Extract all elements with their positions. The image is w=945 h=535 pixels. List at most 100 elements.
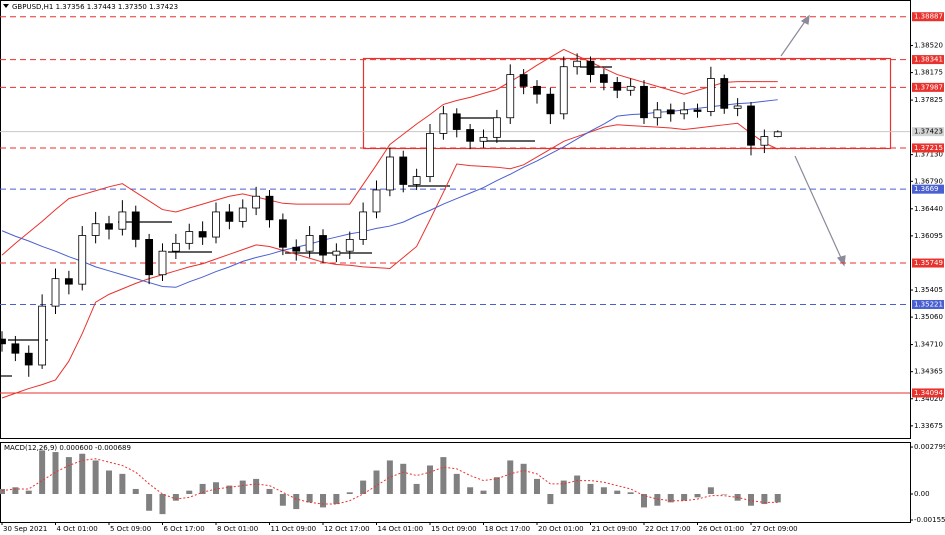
macd-bar <box>574 475 581 494</box>
candle-body <box>225 211 234 222</box>
x-tick-label: 15 Oct 09:00 <box>431 525 477 533</box>
level-label: 1.35749 <box>914 259 943 267</box>
macd-bar <box>386 460 393 494</box>
macd-bar <box>373 470 380 494</box>
macd-bar <box>39 450 46 494</box>
candle-body <box>64 278 73 285</box>
level-label-box <box>912 388 944 398</box>
candle-body <box>51 278 60 307</box>
candle-body <box>426 133 434 178</box>
candle-body <box>733 105 742 109</box>
candle-body <box>292 246 301 252</box>
candle-body <box>24 352 33 366</box>
macd-bar <box>614 490 621 494</box>
indicator-line <box>1 99 778 288</box>
indicator-line <box>1 122 778 399</box>
macd-bar <box>534 478 540 494</box>
macd-bar <box>279 493 286 506</box>
y-tick-label: 1.36095 <box>914 232 943 240</box>
macd-bar <box>627 492 634 494</box>
macd-bar <box>266 488 273 494</box>
main-panel-frame <box>0 0 911 439</box>
candle-body <box>399 156 408 185</box>
macd-bar <box>721 493 728 495</box>
y-tick-label: -0.001551 <box>914 516 945 524</box>
macd-bar <box>667 493 674 503</box>
macd-bar <box>213 482 219 494</box>
macd-bar <box>507 460 514 494</box>
candle-body <box>212 211 220 238</box>
candle-body <box>78 235 87 285</box>
candle-body <box>773 131 782 137</box>
candle-body <box>626 85 635 91</box>
macd-bar <box>681 493 688 501</box>
candle-body <box>145 239 154 276</box>
candle-body <box>747 105 755 146</box>
macd-bar <box>0 488 5 494</box>
y-tick-label: 1.38175 <box>914 69 943 77</box>
candle-body <box>238 207 247 222</box>
macd-bar <box>427 465 433 494</box>
y-tick-label: 1.37130 <box>914 151 943 159</box>
candle-body <box>11 343 20 354</box>
x-tick-label: 26 Oct 01:00 <box>699 525 745 533</box>
macd-bar <box>199 483 206 494</box>
y-tick-label: 1.34020 <box>914 395 943 403</box>
candle-body <box>452 113 461 130</box>
candle-body <box>680 109 689 115</box>
candle-body <box>252 195 261 209</box>
level-label: 1.3669 <box>914 185 939 193</box>
macd-bar <box>79 453 86 494</box>
candle-body <box>372 189 381 213</box>
macd-bar <box>65 457 72 494</box>
y-tick-label: 1.36440 <box>914 205 943 213</box>
y-tick-label: 1.36790 <box>914 177 943 185</box>
y-tick-label: 1.34365 <box>914 368 943 376</box>
level-label-box <box>912 12 944 22</box>
candle-body <box>278 219 287 248</box>
level-label-box <box>912 258 944 268</box>
macd-bar <box>186 490 193 494</box>
macd-bar <box>761 493 768 505</box>
chart-title: GBPUSD,H1 1.37356 1.37443 1.37350 1.3742… <box>12 3 178 11</box>
macd-bar <box>253 478 260 494</box>
y-tick-label: 1.37825 <box>914 96 943 104</box>
level-label-box <box>912 143 944 153</box>
macd-bar <box>654 493 661 506</box>
candle-body <box>158 250 167 276</box>
arrow-up <box>780 19 807 57</box>
x-tick-label: 8 Oct 01:00 <box>217 525 258 533</box>
candle-body <box>586 60 595 75</box>
level-label: 1.38887 <box>914 13 943 21</box>
macd-bar <box>52 452 59 494</box>
macd-bar <box>520 463 527 494</box>
candle-body <box>559 66 568 115</box>
macd-bar <box>360 480 367 494</box>
candle-body <box>613 82 622 91</box>
candle-body <box>653 109 662 119</box>
macd-bar <box>774 493 781 503</box>
macd-bar <box>748 493 754 506</box>
macd-bar <box>293 493 300 510</box>
candle-body <box>640 85 648 119</box>
candle-body <box>492 117 501 138</box>
x-tick-label: 20 Oct 01:00 <box>538 525 584 533</box>
candle-body <box>265 195 274 221</box>
x-tick-label: 14 Oct 01:00 <box>378 525 424 533</box>
macd-bar <box>119 473 126 494</box>
level-label: 1.38341 <box>914 56 943 64</box>
candle-body <box>0 338 6 345</box>
candle-body <box>546 93 555 115</box>
macd-bar <box>333 493 340 505</box>
macd-bar <box>493 477 500 494</box>
x-tick-label: 21 Oct 09:00 <box>592 525 638 533</box>
macd-title: MACD(12,26,9) 0.000600 -0.000689 <box>4 444 131 452</box>
macd-bar <box>547 493 554 505</box>
candle-body <box>359 211 368 240</box>
macd-bar <box>25 490 32 494</box>
dropdown-icon[interactable] <box>3 4 9 8</box>
trend-segments <box>0 66 612 377</box>
candle-body <box>131 211 140 240</box>
candle-body <box>345 239 354 252</box>
